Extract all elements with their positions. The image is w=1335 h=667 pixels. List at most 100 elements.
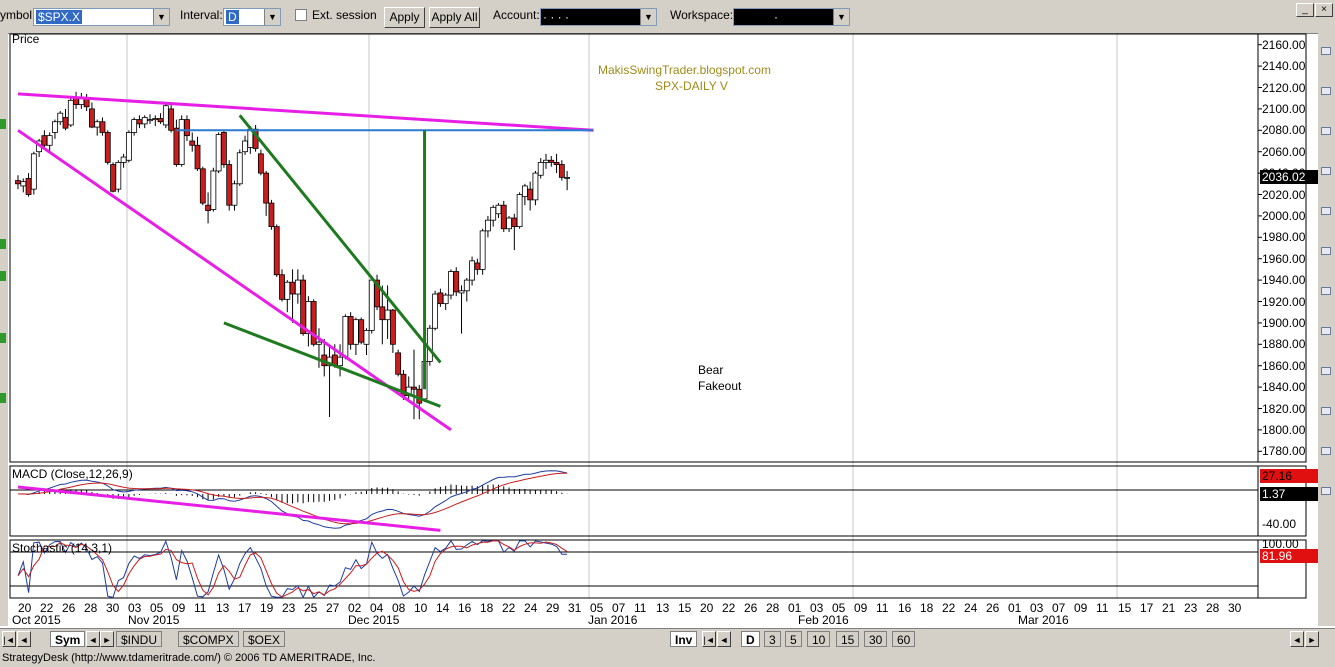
chevron-down-icon[interactable]: ▼ (833, 9, 849, 25)
prev-icon[interactable]: ◄ (86, 631, 100, 647)
candle-body (120, 156, 127, 163)
tool-icon[interactable] (1321, 367, 1331, 375)
drawing-tool-icon[interactable] (0, 393, 6, 403)
candle-body (25, 178, 32, 195)
prev-icon[interactable]: ◄ (717, 631, 731, 647)
next-icon[interactable]: ► (100, 631, 114, 647)
first-icon[interactable]: |◄ (2, 631, 16, 647)
candle-body (279, 274, 285, 300)
candle-body (506, 217, 512, 230)
drawing-tool-icon[interactable] (0, 333, 6, 343)
candle-body (553, 161, 560, 165)
drawing-tool-icon[interactable] (0, 239, 6, 249)
minimize-icon[interactable]: _ (1296, 3, 1314, 17)
prev-icon[interactable]: ◄ (17, 631, 31, 647)
tool-icon[interactable] (1321, 407, 1331, 415)
period-tab[interactable]: 5 (785, 631, 802, 647)
symbol-tab[interactable]: $OEX (243, 631, 286, 647)
period-tab[interactable]: 3 (764, 631, 781, 647)
date-axis-label: 11 (194, 601, 207, 615)
chevron-down-icon[interactable]: ▼ (153, 9, 169, 25)
tool-icon[interactable] (1321, 87, 1331, 95)
bear-annotation: Bear (698, 363, 724, 377)
tool-icon[interactable] (1321, 287, 1331, 295)
price-axis-label: 2160.00 (1262, 37, 1306, 52)
close-icon[interactable]: × (1315, 3, 1333, 17)
date-axis-label: 19 (260, 601, 274, 615)
candle-body (215, 134, 222, 172)
account-value: · · · · (543, 10, 569, 24)
tool-icon[interactable] (1321, 47, 1331, 55)
apply-button[interactable]: Apply (384, 7, 425, 28)
interval-combobox[interactable]: D ▼ (223, 8, 281, 26)
workspace-label: Workspace: (670, 8, 734, 22)
tab-sym[interactable]: Sym (50, 631, 86, 647)
workspace-value: · (774, 10, 778, 24)
candle-body (104, 132, 111, 163)
candle-body (411, 386, 417, 390)
stoch-axis-top: 100.00 (1262, 537, 1299, 551)
candle-body (395, 352, 402, 375)
candle-body (548, 159, 555, 163)
drawing-tool-icon[interactable] (0, 271, 6, 281)
apply-all-button[interactable]: Apply All (429, 7, 480, 28)
tab-inv[interactable]: Inv (670, 631, 698, 647)
candle-body (194, 144, 201, 170)
date-axis-label: 05 (150, 601, 164, 615)
symbol-tab[interactable]: $INDU (116, 631, 163, 647)
tool-icon[interactable] (1321, 247, 1331, 255)
symbol-tab[interactable]: $COMPX (178, 631, 239, 647)
workspace-combobox[interactable]: · ▼ (733, 8, 850, 26)
chevron-down-icon[interactable]: ▼ (264, 9, 280, 25)
trendline-lower-magenta (17, 129, 452, 432)
trendline-green-down (238, 114, 442, 364)
period-tab[interactable]: 10 (807, 631, 831, 647)
tool-icon[interactable] (1321, 127, 1331, 135)
candle-body (432, 293, 439, 329)
price-axis-label: 2120.00 (1262, 80, 1306, 95)
period-tab[interactable]: 15 (836, 631, 860, 647)
candle-body (521, 185, 528, 198)
account-combobox[interactable]: · · · · ▼ (540, 8, 657, 26)
candle-body (236, 152, 243, 185)
drawing-tool-icon[interactable] (0, 119, 6, 129)
price-axis-label: 1800.00 (1262, 422, 1306, 437)
candle-body (184, 119, 190, 137)
chevron-down-icon[interactable]: ▼ (640, 9, 656, 25)
price-axis-label: 1900.00 (1262, 315, 1306, 330)
candle-body (289, 281, 296, 295)
period-tab[interactable]: D (741, 631, 760, 647)
candle-body (268, 202, 275, 227)
date-axis-label: 11 (1096, 601, 1109, 615)
symbol-combobox[interactable]: $SPX.X ▼ (33, 8, 170, 26)
current-price-box: 2036.02 (1260, 170, 1318, 185)
candle-body (342, 316, 349, 358)
pane-frame (9, 33, 1307, 463)
candle-body (20, 181, 27, 187)
tool-icon[interactable] (1321, 487, 1331, 495)
candle-body (242, 140, 248, 153)
prev-icon[interactable]: ◄ (1290, 631, 1304, 647)
ext-session-checkbox[interactable] (295, 9, 307, 21)
account-label: Account: (493, 8, 540, 22)
pane-frame (9, 465, 1307, 537)
tool-icon[interactable] (1321, 447, 1331, 455)
price-axis-label: 2060.00 (1262, 144, 1306, 159)
tool-icon[interactable] (1321, 207, 1331, 215)
candle-body (231, 183, 238, 206)
tool-icon[interactable] (1321, 327, 1331, 335)
first-icon[interactable]: |◄ (702, 631, 716, 647)
candle-body (205, 204, 211, 211)
candle-body (479, 230, 486, 270)
candle-body (110, 164, 116, 192)
period-tab[interactable]: 60 (892, 631, 916, 647)
fakeout-annotation: Fakeout (698, 379, 742, 393)
date-axis-label: 07 (1052, 601, 1066, 615)
next-icon[interactable]: ► (1305, 631, 1319, 647)
date-axis-label: 27 (326, 601, 340, 615)
stochastic-k-line (17, 539, 568, 599)
tool-icon[interactable] (1321, 167, 1331, 175)
date-axis-label: 31 (568, 601, 582, 615)
period-tab[interactable]: 30 (864, 631, 888, 647)
